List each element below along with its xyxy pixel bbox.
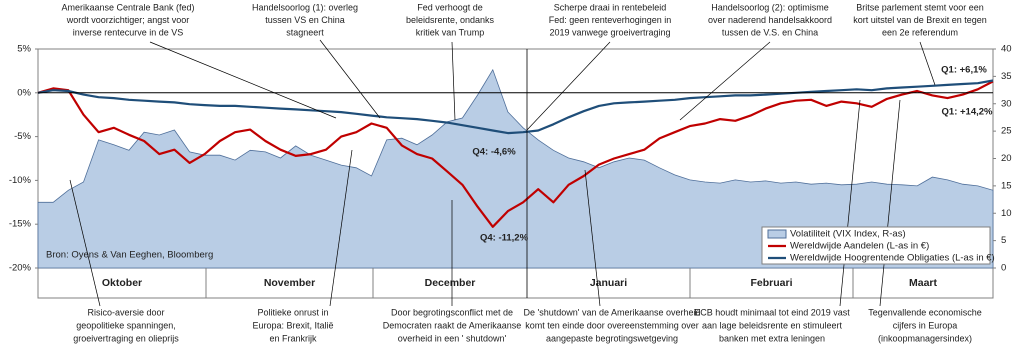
top-note: kort uitstel van de Brexit en tegen — [853, 15, 987, 25]
y2-tick-label: 10 — [1001, 208, 1012, 219]
y2-tick-label: 0 — [1001, 263, 1006, 274]
top-note: Handelsoorlog (1): overleg — [252, 2, 358, 12]
y2-tick-label: 15 — [1001, 180, 1012, 191]
legend-box — [761, 226, 991, 265]
top-note: Fed: geen renteverhogingen in — [549, 15, 672, 25]
annotation: Q1: +6,1% — [941, 65, 987, 76]
bottom-note: Door begrotingsconflict met de — [391, 307, 513, 317]
area — [37, 68, 994, 269]
bottom-note: komt ten einde door overeenstemming over — [525, 320, 699, 330]
y2-tick-label: 40 — [1001, 44, 1012, 55]
y-tick-label: -20% — [9, 263, 32, 274]
top-note: tussen VS en China — [265, 15, 345, 25]
annotation: Bron: Oyens & Van Eeghen, Bloomberg — [46, 250, 213, 261]
top-note: inverse rentecurve in de VS — [73, 27, 184, 37]
legend-label: Wereldwijde Hoogrentende Obligaties (L-a… — [790, 253, 995, 264]
top-note: wordt voorzichtiger; angst voor — [66, 15, 190, 25]
line — [37, 80, 994, 228]
month-band — [37, 267, 994, 299]
top-note: een 2e referendum — [882, 27, 958, 37]
leader-line — [149, 41, 337, 119]
bottom-note: geopolitieke spanningen, — [76, 320, 176, 330]
top-note: Amerikaanse Centrale Bank (fed) — [61, 2, 194, 12]
bottom-note: (inkoopmanagersindex) — [878, 333, 972, 343]
y-tick-label: -15% — [9, 219, 32, 230]
month-label: December — [425, 277, 476, 289]
top-note: Fed verhoogt de — [417, 2, 483, 12]
top-note: over naderend handelsakkoord — [708, 15, 832, 25]
bottom-note: Risico-aversie door — [87, 307, 164, 317]
bottom-note: en Frankrijk — [269, 333, 317, 343]
leader-line — [584, 169, 601, 307]
top-note: Handelsoorlog (2): optimisme — [711, 2, 829, 12]
leader-line — [69, 179, 101, 307]
y2-tick-label: 25 — [1001, 126, 1012, 137]
month-label: Februari — [750, 277, 792, 289]
annotation: Q4: -11,2% — [480, 233, 529, 244]
top-note: 2019 vanwege groeivertraging — [549, 27, 670, 37]
y2-tick-label: 20 — [1001, 153, 1012, 164]
leader-line — [526, 41, 611, 131]
bottom-note: De 'shutdown' van de Amerikaanse overhei… — [523, 307, 700, 317]
leader-line — [451, 41, 456, 121]
legend-label: Volatiliteit (VIX Index, R-as) — [790, 229, 906, 240]
month-label: November — [264, 277, 315, 289]
month-label: Maart — [909, 277, 938, 289]
bottom-note: banken met extra leningen — [719, 333, 825, 343]
y2-tick-label: 5 — [1001, 235, 1006, 246]
y-tick-label: -10% — [9, 175, 32, 186]
bottom-note: Tegenvallende economische — [868, 307, 982, 317]
bottom-note: aangepaste begrotingswetgeving — [546, 333, 678, 343]
y-tick-label: 5% — [17, 44, 31, 55]
annotation: Q4: -4,6% — [472, 147, 516, 158]
bottom-note: overheid in een ' shutdown' — [398, 333, 507, 343]
annotation: Q1: +14,2% — [942, 107, 994, 118]
y-tick-label: -5% — [14, 131, 31, 142]
top-note: Scherpe draai in rentebeleid — [554, 2, 667, 12]
leader-line — [879, 99, 901, 307]
top-note: kritiek van Trump — [416, 27, 485, 37]
leader-line — [319, 39, 381, 119]
line — [37, 79, 994, 135]
legend-swatch — [767, 229, 787, 239]
bottom-note: Politieke onrust in — [257, 307, 328, 317]
leader-line — [919, 41, 936, 86]
bottom-note: Europa: Brexit, Italië — [252, 320, 333, 330]
top-note: stagneert — [286, 27, 324, 37]
top-note: Britse parlement stemt voor een — [856, 2, 984, 12]
y2-tick-label: 30 — [1001, 98, 1012, 109]
leader-line — [839, 99, 861, 307]
leader-line — [329, 149, 353, 307]
leader-line — [679, 41, 771, 121]
y-tick-label: 0% — [17, 87, 31, 98]
legend-label: Wereldwijde Aandelen (L-as in €) — [790, 241, 929, 252]
bottom-note: ECB houdt minimaal tot eind 2019 vast — [694, 307, 850, 317]
month-label: Januari — [590, 277, 627, 289]
top-note: beleidsrente, ondanks — [406, 15, 495, 25]
y2-tick-label: 35 — [1001, 71, 1012, 82]
bottom-note: cijfers in Europa — [893, 320, 958, 330]
bottom-note: aan lage beleidsrente en stimuleert — [702, 320, 843, 330]
month-label: Oktober — [102, 277, 142, 289]
top-note: tussen de V.S. en China — [722, 27, 818, 37]
bottom-note: groeivertraging en olieprijs — [73, 333, 179, 343]
bottom-note: Democraten raakt de Amerikaanse — [383, 320, 522, 330]
